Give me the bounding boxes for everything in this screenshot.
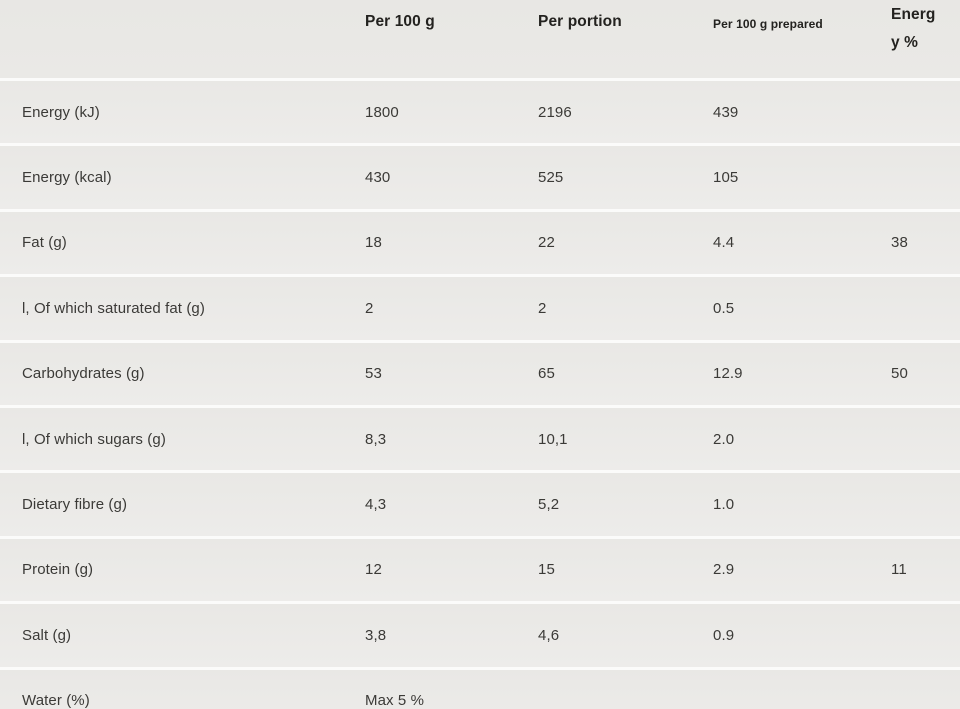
table-row-water: Water (%) Max 5 % (0, 669, 960, 709)
cell-per-portion: 5,2 (538, 496, 560, 514)
column-header-per-100g: Per 100 g (365, 13, 435, 30)
table-row-fat: Fat (g) 18 22 4.4 38 (0, 211, 960, 275)
table-row-saturated-fat: l, Of which saturated fat (g) 2 2 0.5 (0, 277, 960, 340)
column-header-energy-pct-line1: Energ (891, 6, 936, 23)
table-header-row: Per 100 g Per portion Per 100 g prepared… (0, 0, 960, 78)
cell-per-100g-prepared: 12.9 (713, 365, 743, 383)
table-row-energy-kj: Energy (kJ) 1800 2196 439 (0, 81, 960, 144)
cell-per-100g-prepared: 105 (713, 169, 739, 187)
cell-per-100g: 8,3 (365, 430, 387, 448)
header-spacer (0, 0, 365, 78)
cell-per-portion: 2196 (538, 103, 572, 121)
cell-per-portion: 2 (538, 299, 547, 317)
cell-per-portion: 4,6 (538, 626, 560, 644)
row-label: Dietary fibre (g) (22, 496, 128, 514)
cell-per-portion: 22 (538, 234, 555, 252)
row-label: Energy (kJ) (22, 103, 100, 121)
column-header-per-portion: Per portion (538, 13, 622, 30)
cell-per-100g-prepared: 4.4 (713, 234, 735, 252)
cell-per-100g: 4,3 (365, 496, 387, 514)
cell-per-100g-prepared: 0.9 (713, 626, 735, 644)
cell-per-100g: 430 (365, 169, 391, 187)
cell-per-100g-prepared: 439 (713, 103, 739, 121)
table-row-salt: Salt (g) 3,8 4,6 0.9 (0, 604, 960, 667)
row-label: Salt (g) (22, 626, 72, 644)
cell-per-100g-prepared: 1.0 (713, 496, 735, 514)
cell-per-100g: 2 (365, 299, 374, 317)
cell-per-portion: 10,1 (538, 430, 568, 448)
row-label: Fat (g) (22, 234, 67, 252)
table-row-dietary-fibre: Dietary fibre (g) 4,3 5,2 1.0 (0, 473, 960, 536)
row-label: Carbohydrates (g) (22, 365, 145, 383)
cell-per-portion: 525 (538, 169, 564, 187)
cell-per-100g: 1800 (365, 103, 399, 121)
table-row-energy-kcal: Energy (kcal) 430 525 105 (0, 146, 960, 209)
cell-energy-pct: 11 (891, 561, 907, 579)
cell-energy-pct: 50 (891, 365, 908, 383)
column-header-energy-pct: Energ y % (891, 0, 960, 57)
cell-per-portion: 15 (538, 561, 555, 579)
cell-per-portion: 65 (538, 365, 555, 383)
cell-per-100g: 18 (365, 234, 382, 252)
table-row-sugars: l, Of which sugars (g) 8,3 10,1 2.0 (0, 407, 960, 471)
cell-per-100g-prepared: 2.9 (713, 561, 735, 579)
column-header-energy-pct-line2: y % (891, 34, 919, 51)
table-row-protein: Protein (g) 12 15 2.9 11 (0, 538, 960, 602)
column-header-per-100g-prepared: Per 100 g prepared (713, 17, 823, 31)
table-row-carbohydrates: Carbohydrates (g) 53 65 12.9 50 (0, 342, 960, 405)
cell-per-100g-prepared: 2.0 (713, 430, 735, 448)
row-label: Energy (kcal) (22, 169, 112, 187)
row-label: Water (%) (22, 692, 90, 709)
row-label: Protein (g) (22, 561, 94, 579)
cell-energy-pct: 38 (891, 234, 908, 252)
cell-per-100g: 3,8 (365, 626, 387, 644)
cell-per-100g: Max 5 % (365, 692, 425, 709)
cell-per-100g-prepared: 0.5 (713, 299, 735, 317)
cell-per-100g: 12 (365, 561, 382, 579)
row-label: l, Of which sugars (g) (22, 430, 166, 448)
row-label: l, Of which saturated fat (g) (22, 299, 205, 317)
cell-per-100g: 53 (365, 365, 382, 383)
